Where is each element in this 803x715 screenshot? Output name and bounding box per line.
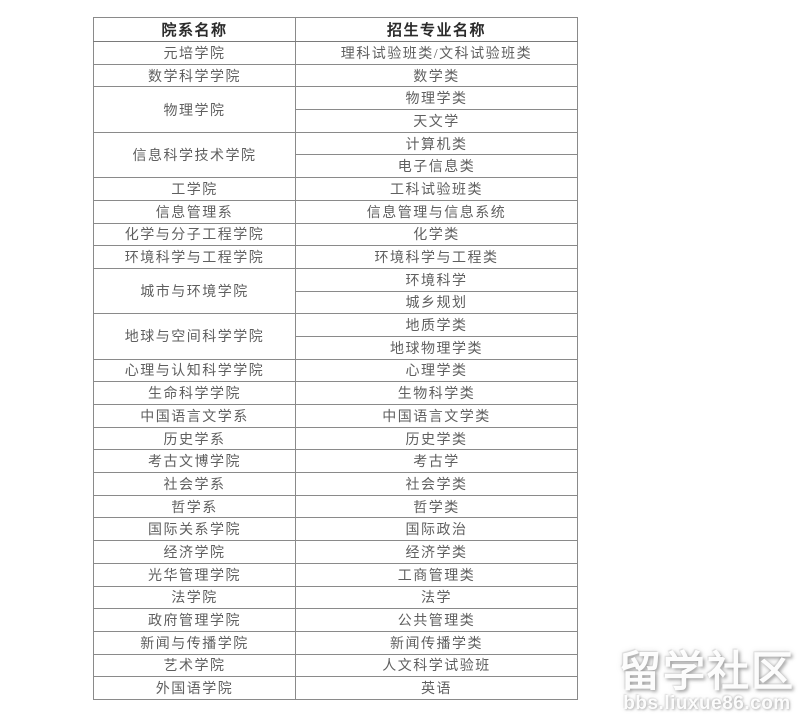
table-row: 哲学系 哲学类: [93, 494, 578, 519]
department-cell: 元培学院: [93, 41, 296, 65]
department-cell: 考古文博学院: [93, 449, 296, 474]
department-cell: 新闻与传播学院: [93, 630, 296, 655]
table-header-major: 招生专业名称: [295, 17, 578, 42]
watermark-url: bbs.liuxue86.com: [623, 693, 791, 714]
table-row: 政府管理学院 公共管理类: [93, 608, 578, 632]
major-cell: 城乡规划: [295, 290, 578, 315]
department-cell: 政府管理学院: [93, 608, 296, 632]
department-cell: 物理学院: [93, 86, 296, 133]
table-row: 数学科学学院 数学类: [93, 63, 578, 88]
admissions-table-container: 院系名称 招生专业名称 元培学院 理科试验班类/文科试验班类 数学科学学院 数学类 物理…: [93, 17, 578, 700]
major-cell: 数学类: [295, 63, 578, 88]
major-cell: 人文科学试验班: [295, 653, 578, 678]
department-cell: 艺术学院: [93, 653, 296, 678]
table-row: 化学与分子工程学院 化学类: [93, 222, 578, 247]
major-cell: 电子信息类: [295, 154, 578, 179]
department-cell: 地球与空间科学学院: [93, 313, 296, 360]
major-cell: 地球物理学类: [295, 335, 578, 360]
major-cell: 化学类: [295, 222, 578, 247]
table-row: 环境科学与工程学院 环境科学与工程类: [93, 245, 578, 269]
major-cell: 环境科学与工程类: [295, 245, 578, 269]
major-cell: 计算机类: [295, 131, 578, 156]
major-cell: 英语: [295, 676, 578, 700]
major-cell: 地质学类: [295, 313, 578, 337]
table-row: 生命科学学院 生物科学类: [93, 381, 578, 405]
major-cell: 心理学类: [295, 358, 578, 383]
major-cell: 新闻传播学类: [295, 630, 578, 655]
major-cell: 公共管理类: [295, 608, 578, 632]
department-cell: 法学院: [93, 585, 296, 610]
table-row: 物理学院 物理学类: [93, 86, 578, 133]
department-cell: 城市与环境学院: [93, 267, 296, 315]
department-cell: 中国语言文学系: [93, 404, 296, 428]
table-row: 光华管理学院 工商管理类: [93, 562, 578, 587]
table-row: 历史学系 历史学类: [93, 426, 578, 451]
department-cell: 国际关系学院: [93, 517, 296, 542]
admissions-table: 院系名称 招生专业名称 元培学院 理科试验班类/文科试验班类 数学科学学院 数学类 物理…: [93, 17, 578, 700]
department-cell: 历史学系: [93, 426, 296, 451]
table-row: 法学院 法学: [93, 585, 578, 610]
major-cell: 理科试验班类/文科试验班类: [295, 41, 578, 65]
table-row: 信息科学技术学院 计算机类: [93, 131, 578, 179]
department-cell: 生命科学学院: [93, 381, 296, 405]
major-cell: 环境科学: [295, 267, 578, 292]
department-cell: 社会学系: [93, 472, 296, 496]
department-cell: 信息科学技术学院: [93, 131, 296, 179]
department-cell: 环境科学与工程学院: [93, 245, 296, 269]
major-cell: 天文学: [295, 109, 578, 133]
major-cell: 物理学类: [295, 86, 578, 111]
major-cell: 法学: [295, 585, 578, 610]
table-row: 工学院 工科试验班类: [93, 177, 578, 201]
major-cell: 信息管理与信息系统: [295, 199, 578, 224]
major-cell: 生物科学类: [295, 381, 578, 405]
table-row: 城市与环境学院 环境科学: [93, 267, 578, 315]
table-row: 国际关系学院 国际政治: [93, 517, 578, 542]
major-cell: 社会学类: [295, 472, 578, 496]
table-header-department: 院系名称: [93, 17, 296, 42]
table-row: 外国语学院 英语: [93, 676, 578, 700]
department-cell: 工学院: [93, 177, 296, 201]
table-row: 元培学院 理科试验班类/文科试验班类: [93, 41, 578, 65]
table-row: 信息管理系 信息管理与信息系统: [93, 199, 578, 224]
major-cell: 国际政治: [295, 517, 578, 542]
department-cell: 经济学院: [93, 540, 296, 564]
major-cell: 经济学类: [295, 540, 578, 564]
table-row: 考古文博学院 考古学: [93, 449, 578, 474]
major-cell: 工科试验班类: [295, 177, 578, 201]
table-row: 新闻与传播学院 新闻传播学类: [93, 630, 578, 655]
table-body: 元培学院 理科试验班类/文科试验班类 数学科学学院 数学类 物理学院 物理学类 天文学 信息科…: [93, 41, 578, 700]
major-cell: 中国语言文学类: [295, 404, 578, 428]
table-row: 社会学系 社会学类: [93, 472, 578, 496]
major-cell: 工商管理类: [295, 562, 578, 587]
department-cell: 化学与分子工程学院: [93, 222, 296, 247]
major-cell: 考古学: [295, 449, 578, 474]
major-cell: 哲学类: [295, 494, 578, 519]
department-cell: 外国语学院: [93, 676, 296, 700]
department-cell: 信息管理系: [93, 199, 296, 224]
department-cell: 心理与认知科学学院: [93, 358, 296, 383]
table-row: 地球与空间科学学院 地质学类: [93, 313, 578, 360]
table-row: 中国语言文学系 中国语言文学类: [93, 404, 578, 428]
major-cell: 历史学类: [295, 426, 578, 451]
table-row: 经济学院 经济学类: [93, 540, 578, 564]
watermark-title: 留学社区: [618, 648, 795, 695]
watermark: 留学社区 bbs.liuxue86.com: [618, 648, 795, 714]
table-row: 心理与认知科学学院 心理学类: [93, 358, 578, 383]
department-cell: 数学科学学院: [93, 63, 296, 88]
department-cell: 哲学系: [93, 494, 296, 519]
table-header-row: 院系名称 招生专业名称: [93, 17, 578, 42]
department-cell: 光华管理学院: [93, 562, 296, 587]
table-row: 艺术学院 人文科学试验班: [93, 653, 578, 678]
